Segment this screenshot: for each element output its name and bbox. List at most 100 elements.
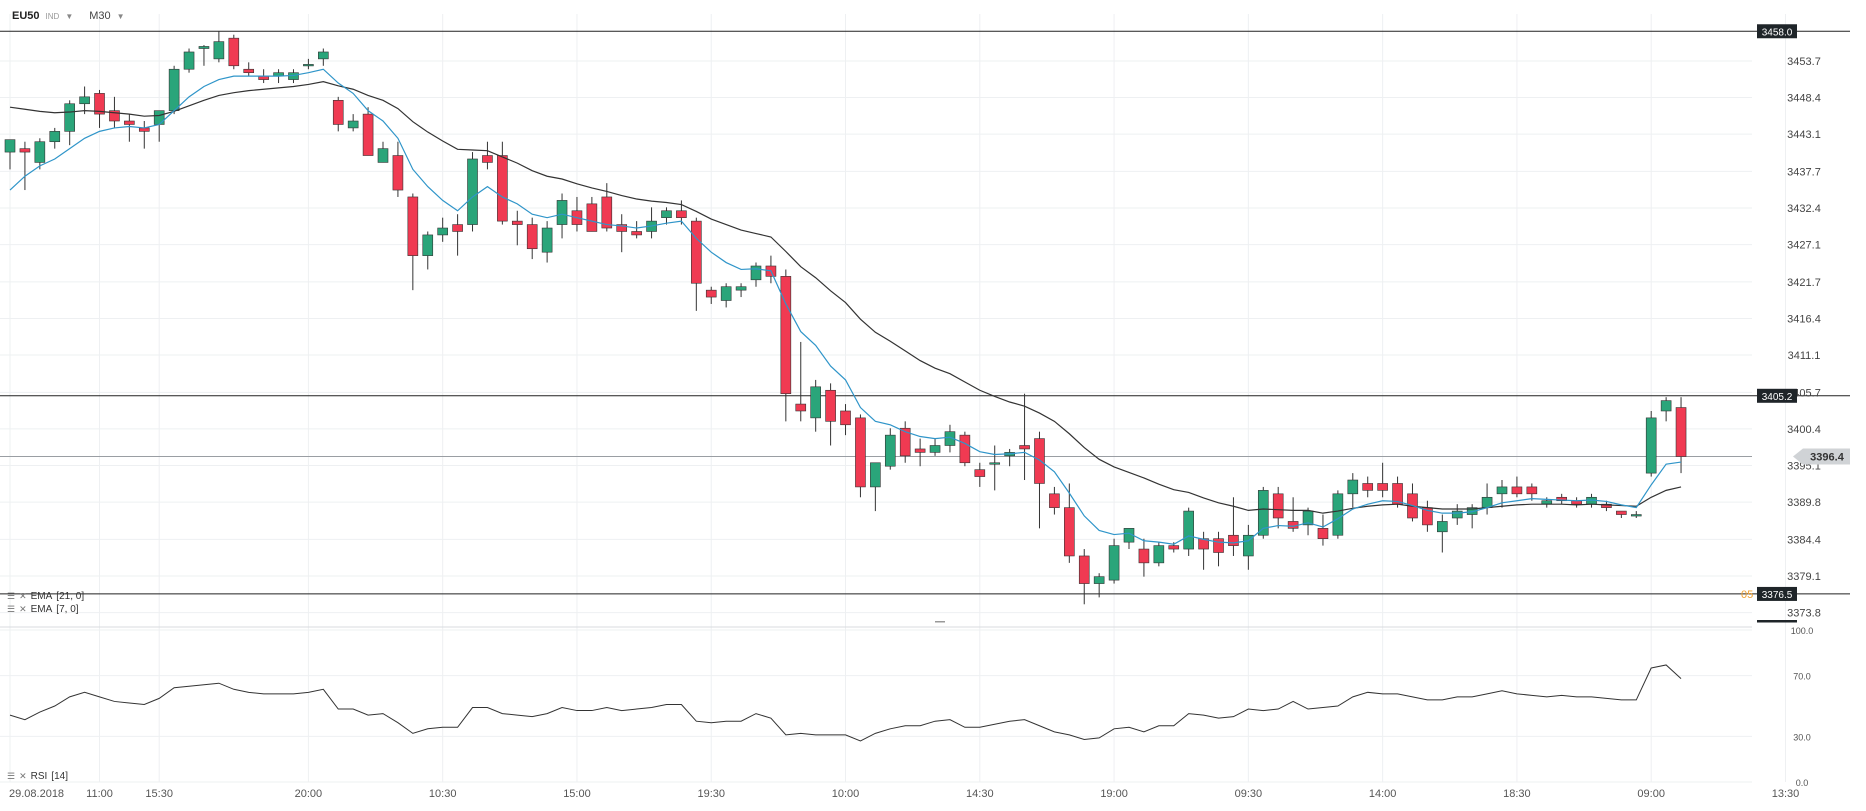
candle-bull <box>735 286 747 291</box>
level-tag <box>1757 388 1797 403</box>
candle-bear <box>899 427 911 457</box>
candle-bull <box>1183 510 1194 550</box>
menu-icon[interactable]: ☰ <box>7 771 16 781</box>
level-tag <box>1757 24 1797 39</box>
rsi-tick-label: 30.0 <box>1793 732 1811 742</box>
candle-bull <box>1243 534 1254 557</box>
candle-bear <box>482 155 493 163</box>
candle-bear <box>1362 483 1374 491</box>
chevron-down-icon[interactable]: ▼ <box>65 11 74 21</box>
candle-bull <box>318 51 329 60</box>
candle-bull <box>720 286 732 301</box>
menu-icon[interactable]: ☰ <box>7 591 16 601</box>
candle-bull <box>750 265 762 281</box>
candle-bear <box>705 289 717 298</box>
x-tick-label: 19:30 <box>697 788 725 800</box>
indicator-name: RSI <box>30 771 48 782</box>
candle-bear <box>94 93 105 115</box>
candle-bull <box>1108 545 1120 581</box>
x-tick-label: 14:00 <box>1369 788 1397 800</box>
candle-bear <box>1616 510 1627 515</box>
candle-bear <box>691 220 702 284</box>
candle-bull <box>929 445 941 453</box>
candle-bear <box>616 224 628 232</box>
candle-bear <box>914 448 926 453</box>
candle-bull <box>884 434 896 467</box>
candle-bull <box>1496 486 1508 495</box>
horizontal-lines <box>0 30 1850 595</box>
ema-21-line <box>9 81 1682 514</box>
candle-bull <box>79 96 90 105</box>
candles <box>4 31 1687 605</box>
candle-bear <box>124 120 135 125</box>
close-icon[interactable]: ✕ <box>19 604 27 614</box>
close-icon[interactable]: ✕ <box>19 771 27 781</box>
candle-bull <box>198 46 210 49</box>
ema-7-line <box>9 68 1682 545</box>
candle-bull <box>1302 510 1314 526</box>
candle-bear <box>362 113 374 156</box>
candle-bear <box>855 417 866 488</box>
level-tag <box>1757 586 1797 601</box>
candle-bear <box>497 155 508 222</box>
candle-bear <box>1019 445 1030 450</box>
y-tick-label: 3400.4 <box>1787 424 1821 436</box>
candle-bear <box>1064 507 1075 557</box>
candle-bear <box>1556 496 1567 502</box>
x-tick-label: 15:30 <box>145 788 173 800</box>
symbol-label[interactable]: EU50 <box>12 10 40 22</box>
current-price-tag <box>1793 448 1850 465</box>
indicator-params: [21, 0] <box>56 591 85 602</box>
candle-bear <box>974 469 986 477</box>
legend-rsi: ☰ ✕ RSI [14] <box>7 771 68 782</box>
timeframe-label[interactable]: M30 <box>89 10 111 22</box>
candle-bear <box>243 68 255 73</box>
candle-bear <box>1049 493 1060 508</box>
candle-bull <box>1630 514 1642 517</box>
candle-bear <box>407 196 419 256</box>
candle-bear <box>586 203 598 232</box>
candle-bull <box>1660 400 1672 412</box>
candle-bear <box>840 410 851 426</box>
candle-bull <box>213 41 225 60</box>
candle-bear <box>1526 486 1538 495</box>
y-tick-label: 3448.4 <box>1787 93 1821 105</box>
candle-bull <box>1347 479 1359 495</box>
candle-bear <box>1511 486 1523 495</box>
candle-bear <box>1317 528 1329 540</box>
close-icon[interactable]: ✕ <box>19 591 27 601</box>
axis-marker <box>1757 620 1797 623</box>
rsi-tick-label: 70.0 <box>1793 672 1811 682</box>
candle-bear <box>1078 555 1090 584</box>
candle-bear <box>959 434 971 464</box>
candle-bull <box>1257 490 1269 536</box>
y-tick-label: 3432.4 <box>1787 203 1821 215</box>
rsi-line <box>9 664 1682 742</box>
ema-lines <box>9 68 1682 545</box>
y-tick-label: 3443.1 <box>1787 129 1821 141</box>
candle-bear <box>601 196 613 229</box>
candle-bull <box>183 51 195 70</box>
instrument-type: IND <box>45 11 60 21</box>
x-tick-label: 09:30 <box>1235 788 1263 800</box>
y-tick-label: 3411.1 <box>1788 350 1821 362</box>
candle-bull <box>303 64 314 67</box>
rsi-grid <box>0 629 1752 783</box>
candle-bear <box>19 148 31 153</box>
candle-bull <box>377 148 389 163</box>
rsi-tick-label: 100.0 <box>1791 626 1814 636</box>
level-label: 3405.2 <box>1762 392 1793 403</box>
candle-bear <box>1138 548 1150 564</box>
rsi-tick-label: 0.0 <box>1796 778 1809 788</box>
candle-bear <box>631 231 642 236</box>
chevron-down-icon[interactable]: ▼ <box>116 11 125 21</box>
menu-icon[interactable]: ☰ <box>7 604 16 614</box>
candle-bull <box>810 386 821 419</box>
price-grid <box>0 14 1786 782</box>
y-tick-label: 3373.8 <box>1787 608 1821 620</box>
candle-bear <box>676 210 687 218</box>
candle-bear <box>1168 545 1180 550</box>
candle-bear <box>452 224 463 232</box>
legend-ema-21: ☰ ✕ EMA [21, 0] <box>7 591 84 602</box>
